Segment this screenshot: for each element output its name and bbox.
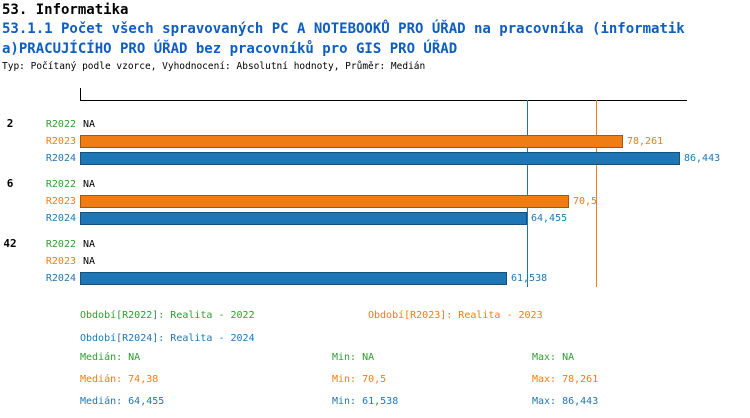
chart-stats: Medián: NA Min: NA Max: NA Medián: 74,38… xyxy=(0,352,750,414)
group-label: 2 xyxy=(6,117,14,130)
group-label: 6 xyxy=(6,177,14,190)
stat-max-r2023: Max: 78,261 xyxy=(532,374,599,385)
series-row-label: R2023 xyxy=(45,256,76,267)
bar-chart: 2 R2022 NA R2023 78,261 R2024 86,443 6 R2022 NA R2… xyxy=(0,88,750,303)
bar-group: 6 R2022 NA R2023 70,5 R2024 64,455 xyxy=(0,176,750,227)
bar-row: R2023 70,5 xyxy=(0,193,750,210)
series-row-label: R2024 xyxy=(45,273,76,284)
median-line-r2024 xyxy=(527,100,529,287)
legend-item-r2022: Období[R2022]: Realita - 2022 xyxy=(80,310,255,321)
series-row-label: R2024 xyxy=(45,213,76,224)
series-row-label: R2023 xyxy=(45,196,76,207)
series-row-label: R2022 xyxy=(45,179,76,190)
bar-value-label: 86,443 xyxy=(684,153,721,164)
median-line-r2023 xyxy=(596,100,598,287)
stats-row-r2023: Medián: 74,38 Min: 70,5 Max: 78,261 xyxy=(0,374,750,396)
group-label: 42 xyxy=(3,237,17,250)
chart-legend: Období[R2022]: Realita - 2022 Období[R20… xyxy=(0,310,750,356)
stat-max-r2022: Max: NA xyxy=(532,352,575,363)
stat-min-r2023: Min: 70,5 xyxy=(332,374,387,385)
stat-min-r2024: Min: 61,538 xyxy=(332,396,399,407)
axis-top-line xyxy=(80,100,687,101)
missing-value-label: NA xyxy=(83,119,96,130)
bar-r2023 xyxy=(80,195,569,208)
bar-group: 2 R2022 NA R2023 78,261 R2024 86,443 xyxy=(0,116,750,167)
bar-row: R2022 NA xyxy=(0,116,750,133)
axis-origin-tick xyxy=(80,88,81,100)
stat-min-r2022: Min: NA xyxy=(332,352,375,363)
bar-row: R2024 86,443 xyxy=(0,150,750,167)
bar-value-label: 64,455 xyxy=(531,213,568,224)
bar-groups: 2 R2022 NA R2023 78,261 R2024 86,443 6 R2022 NA R2… xyxy=(0,116,750,296)
stats-row-r2022: Medián: NA Min: NA Max: NA xyxy=(0,352,750,374)
series-row-label: R2024 xyxy=(45,153,76,164)
bar-value-label: 61,538 xyxy=(511,273,548,284)
bar-r2024 xyxy=(80,212,527,225)
bar-row: R2022 NA xyxy=(0,176,750,193)
bar-r2024 xyxy=(80,152,680,165)
indicator-meta: Typ: Počítaný podle vzorce, Vyhodnocení:… xyxy=(2,61,426,72)
bar-group: 42 R2022 NA R2023 NA R2024 61,538 xyxy=(0,236,750,287)
missing-value-label: NA xyxy=(83,239,96,250)
bar-r2024 xyxy=(80,272,507,285)
stats-row-r2024: Medián: 64,455 Min: 61,538 Max: 86,443 xyxy=(0,396,750,418)
bar-value-label: 70,5 xyxy=(573,196,598,207)
section-title: 53. Informatika xyxy=(2,2,129,18)
series-row-label: R2022 xyxy=(45,239,76,250)
bar-row: R2024 64,455 xyxy=(0,210,750,227)
bar-row: R2023 NA xyxy=(0,253,750,270)
bar-r2023 xyxy=(80,135,623,148)
bar-row: R2023 78,261 xyxy=(0,133,750,150)
stat-median-r2022: Medián: NA xyxy=(80,352,141,363)
indicator-title-line2: a)PRACUJÍCÍHO PRO ÚŘAD bez pracovníků pr… xyxy=(2,41,458,57)
bar-row: R2024 61,538 xyxy=(0,270,750,287)
stat-median-r2024: Medián: 64,455 xyxy=(80,396,165,407)
series-row-label: R2023 xyxy=(45,136,76,147)
bar-value-label: 78,261 xyxy=(627,136,664,147)
legend-item-r2023: Období[R2023]: Realita - 2023 xyxy=(368,310,543,321)
missing-value-label: NA xyxy=(83,179,96,190)
indicator-title-line1: 53.1.1 Počet všech spravovaných PC A NOT… xyxy=(2,21,685,37)
bar-row: R2022 NA xyxy=(0,236,750,253)
missing-value-label: NA xyxy=(83,256,96,267)
stat-median-r2023: Medián: 74,38 xyxy=(80,374,159,385)
stat-max-r2024: Max: 86,443 xyxy=(532,396,599,407)
legend-item-r2024: Období[R2024]: Realita - 2024 xyxy=(80,333,255,344)
series-row-label: R2022 xyxy=(45,119,76,130)
